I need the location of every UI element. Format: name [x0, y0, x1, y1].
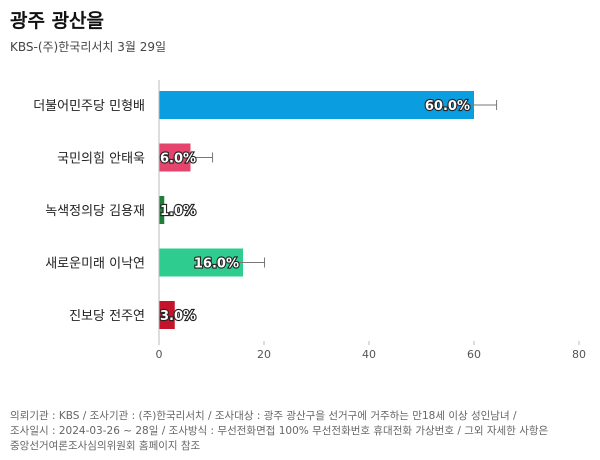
x-tick-label: 20: [257, 348, 271, 361]
category-label: 더불어민주당 민형배: [33, 99, 145, 114]
category-label: 녹색정의당 김용재: [45, 204, 145, 219]
survey-footnote: 의뢰기관 : KBS / 조사기관 : (주)한국리서치 / 조사대상 : 광주…: [10, 409, 595, 454]
category-label: 국민의힘 안태욱: [57, 152, 145, 167]
value-label: 1.0%: [160, 204, 196, 219]
x-tick-label: 40: [362, 348, 376, 361]
category-label: 진보당 전주연: [69, 309, 145, 324]
x-tick-label: 0: [156, 348, 163, 361]
x-tick-label: 80: [572, 348, 586, 361]
bars-layer: 더불어민주당 민형배 60.0% 국민의힘 안태욱 6.0% 녹색정의당 김용재 1.0%…: [33, 91, 498, 329]
bar: [159, 301, 175, 329]
category-label: 새로운미래 이낙연: [45, 257, 145, 272]
value-label: 16.0%: [194, 257, 239, 272]
x-tick-label: 60: [467, 348, 481, 361]
value-label: 6.0%: [160, 152, 196, 167]
chart-title: 광주 광산을: [10, 10, 105, 32]
footnote-line-2: 조사일시 : 2024-03-26 ~ 28일 / 조사방식 : 무선전화면접 …: [10, 425, 549, 437]
chart-subtitle: KBS-(주)한국리서치 3월 29일: [10, 40, 167, 54]
bar: [159, 91, 474, 119]
footnote-line-3: 중앙선거여론조사심의위원회 홈페이지 참조: [10, 440, 201, 452]
value-label: 60.0%: [425, 99, 470, 114]
poll-bar-chart: 더불어민주당 민형배 60.0% 국민의힘 안태욱 6.0% 녹색정의당 김용재 1.0%…: [33, 80, 586, 361]
bar: [159, 196, 165, 224]
x-axis: 0 20 40 60 80: [156, 80, 586, 361]
footnote-line-1: 의뢰기관 : KBS / 조사기관 : (주)한국리서치 / 조사대상 : 광주…: [10, 410, 517, 422]
value-label: 3.0%: [160, 309, 196, 324]
